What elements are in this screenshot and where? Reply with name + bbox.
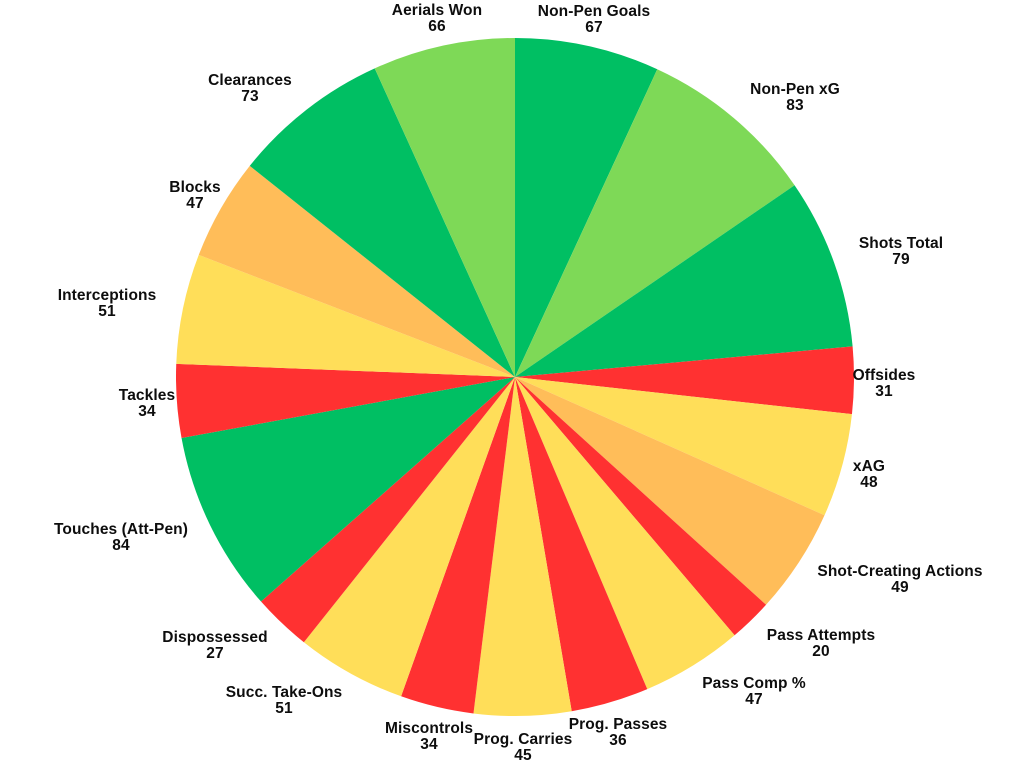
- slice-name-text: Blocks: [169, 179, 221, 196]
- slice-label-pass-comp: Pass Comp % 47: [702, 676, 806, 708]
- pie-slice-pass-attempts: [515, 377, 767, 636]
- slice-name-text: Pass Comp %: [702, 675, 806, 692]
- slice-value-text: 34: [420, 736, 438, 753]
- slice-name-text: Interceptions: [57, 287, 157, 304]
- slice-name-text: Clearances: [208, 72, 292, 89]
- slice-value-text: 47: [745, 691, 763, 708]
- pie-slice-shots-total: [515, 185, 853, 377]
- slice-label-offsides: Offsides 31: [853, 368, 916, 400]
- slice-name-text: Dispossessed: [162, 629, 268, 646]
- pie-slice-non-pen-xg: [515, 69, 795, 378]
- slice-value-text: 73: [241, 88, 259, 105]
- slice-name-text: Non-Pen xG: [750, 81, 840, 98]
- slice-label-prog-passes: Prog. Passes 36: [569, 717, 668, 749]
- slice-value-text: 48: [860, 474, 878, 491]
- slice-name-text: Non-Pen Goals: [537, 3, 651, 20]
- pie-slice-clearances: [249, 68, 515, 377]
- pie-slice-blocks: [198, 165, 515, 377]
- slice-value-text: 36: [609, 732, 627, 749]
- slice-label-shot-creating-actions: Shot-Creating Actions 49: [817, 564, 982, 596]
- pie-slice-shot-creating-actions: [515, 377, 825, 605]
- pie-slice-interceptions: [176, 254, 515, 377]
- pie-slice-xag: [515, 377, 852, 516]
- slice-value-text: 84: [112, 537, 130, 554]
- slice-label-blocks: Blocks 47: [169, 180, 220, 212]
- pie-slice-tackles: [175, 363, 516, 439]
- slice-value-text: 27: [206, 645, 224, 662]
- slice-label-aerials-won: Aerials Won 66: [392, 3, 482, 35]
- slice-value-text: 51: [98, 303, 116, 320]
- slice-label-miscontrols: Miscontrols 34: [385, 721, 473, 753]
- slice-name-text: Aerials Won: [391, 2, 483, 19]
- slice-label-touches-att-pen: Touches (Att-Pen) 84: [54, 522, 188, 554]
- slice-name-text: Miscontrols: [384, 720, 474, 737]
- slice-label-prog-carries: Prog. Carries 45: [474, 732, 573, 764]
- slice-name-text: Shot-Creating Actions: [817, 563, 983, 580]
- slice-name-text: Touches (Att-Pen): [53, 521, 189, 538]
- slice-value-text: 79: [892, 251, 910, 268]
- pie-slice-touches-att-pen: [181, 377, 516, 602]
- pie-slice-offsides: [515, 346, 855, 415]
- slice-label-interceptions: Interceptions 51: [58, 288, 157, 320]
- slice-value-text: 34: [138, 403, 156, 420]
- slice-name-text: Offsides: [852, 367, 916, 384]
- slice-label-non-pen-goals: Non-Pen Goals 67: [538, 4, 650, 36]
- slice-label-clearances: Clearances 73: [208, 73, 292, 105]
- pie-slice-succ-take-ons: [303, 377, 515, 697]
- slice-name-text: Shots Total: [858, 235, 944, 252]
- slice-label-succ-take-ons: Succ. Take-Ons 51: [226, 685, 343, 717]
- slice-label-tackles: Tackles 34: [119, 388, 175, 420]
- slice-value-text: 83: [786, 97, 804, 114]
- pie-slice-pass-comp: [515, 377, 735, 690]
- pie-slice-prog-carries: [473, 377, 572, 717]
- pie-slice-aerials-won: [374, 38, 515, 377]
- slice-name-text: Prog. Passes: [568, 716, 668, 733]
- slice-name-text: Prog. Carries: [473, 731, 573, 748]
- slice-value-text: 66: [428, 18, 446, 35]
- slice-name-text: Pass Attempts: [766, 627, 876, 644]
- slice-value-text: 31: [875, 383, 893, 400]
- slice-label-non-pen-xg: Non-Pen xG 83: [750, 82, 840, 114]
- slice-label-pass-attempts: Pass Attempts 20: [767, 628, 875, 660]
- slice-name-text: Succ. Take-Ons: [225, 684, 343, 701]
- slice-value-text: 67: [585, 19, 603, 36]
- slice-value-text: 20: [812, 643, 830, 660]
- slice-value-text: 45: [514, 747, 532, 764]
- slice-label-xag: xAG 48: [853, 459, 885, 491]
- slice-value-text: 49: [891, 579, 909, 596]
- pie-slice-prog-passes: [515, 377, 648, 712]
- slice-value-text: 47: [186, 195, 204, 212]
- pie-slice-dispossessed: [261, 377, 515, 643]
- pie-slice-non-pen-goals: [515, 38, 658, 377]
- slice-value-text: 51: [275, 700, 293, 717]
- pie-slice-miscontrols: [401, 377, 515, 714]
- slice-name-text: Tackles: [118, 387, 176, 404]
- slice-label-dispossessed: Dispossessed 27: [162, 630, 267, 662]
- slice-label-shots-total: Shots Total 79: [859, 236, 943, 268]
- slice-name-text: xAG: [852, 458, 886, 475]
